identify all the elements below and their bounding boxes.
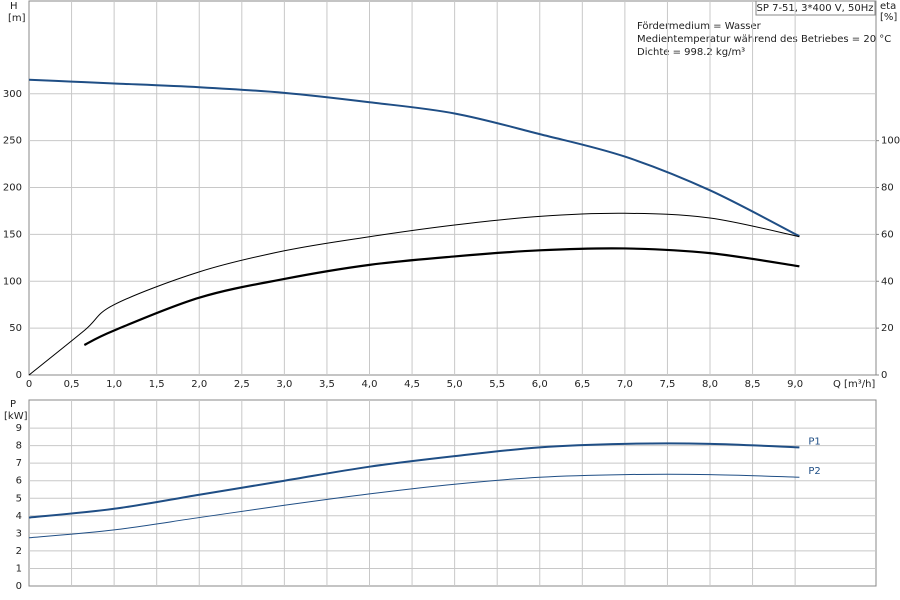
y2-tick-label: 100: [881, 136, 900, 147]
y2-tick-label: 60: [881, 229, 894, 240]
x-tick-label: 4,0: [362, 379, 378, 390]
y-tick-label: 0: [16, 581, 22, 592]
series-label: P1: [808, 436, 820, 447]
x-tick-label: 7,5: [659, 379, 675, 390]
y-tick-label: 1: [16, 563, 22, 574]
series-line: [28, 442, 800, 519]
y-tick-label: 7: [16, 458, 22, 469]
y-tick-label: 4: [16, 511, 22, 522]
x-tick-label: 6,5: [574, 379, 590, 390]
y-tick-label: 2: [16, 546, 22, 557]
x-tick-label: 5,5: [489, 379, 505, 390]
y-tick-label: 8: [16, 441, 22, 452]
series-line: [83, 247, 800, 346]
y2-tick-label: 80: [881, 183, 894, 194]
y-tick-label: 5: [16, 493, 22, 504]
y-tick-label: 9: [16, 423, 22, 434]
y-axis-unit: [m]: [8, 13, 26, 24]
y-tick-label: 0: [16, 370, 22, 381]
note: Medientemperatur während des Betriebes =…: [637, 34, 891, 45]
y-tick-label: 3: [16, 528, 22, 539]
x-tick-label: 7,0: [617, 379, 633, 390]
y-tick-label: 6: [16, 476, 22, 487]
y-tick-label: 200: [3, 183, 22, 194]
x-tick-label: 3,5: [319, 379, 335, 390]
note: Dichte = 998.2 kg/m³: [637, 47, 745, 58]
y-tick-label: 250: [3, 136, 22, 147]
y2-axis-label: eta: [880, 1, 896, 12]
y-tick-label: 100: [3, 276, 22, 287]
x-tick-label: 6,0: [532, 379, 548, 390]
x-axis-label: Q [m³/h]: [833, 379, 875, 390]
x-tick-label: 1,0: [106, 379, 122, 390]
note: Fördermedium = Wasser: [637, 21, 762, 32]
y-axis-label: P: [10, 399, 16, 410]
series-line: [28, 212, 800, 376]
series-label: P2: [808, 466, 820, 477]
series-line: [28, 473, 800, 539]
y-axis-unit: [kW]: [4, 411, 28, 422]
x-tick-label: 9,0: [787, 379, 803, 390]
x-tick-label: 8,0: [702, 379, 718, 390]
x-tick-label: 2,0: [191, 379, 207, 390]
y2-tick-label: 20: [881, 323, 894, 334]
x-tick-label: 2,5: [234, 379, 250, 390]
y2-tick-label: 40: [881, 276, 894, 287]
x-tick-label: 1,5: [149, 379, 165, 390]
info-box: [755, 0, 876, 16]
y-tick-label: 150: [3, 229, 22, 240]
x-tick-label: 8,5: [745, 379, 761, 390]
y2-axis-unit: [%]: [880, 12, 897, 23]
x-tick-label: 3,0: [276, 379, 292, 390]
y-axis-label: H: [10, 1, 18, 12]
info-box-text: SP 7-51, 3*400 V, 50Hz: [757, 3, 874, 14]
y2-tick-label: 0: [881, 370, 887, 381]
plot-frame: [28, 399, 877, 587]
x-tick-label: 5,0: [447, 379, 463, 390]
series-line: [28, 78, 800, 238]
x-tick-label: 4,5: [404, 379, 420, 390]
x-tick-label: 0: [26, 379, 32, 390]
x-tick-label: 0,5: [64, 379, 80, 390]
y-tick-label: 300: [3, 89, 22, 100]
y-tick-label: 50: [9, 323, 22, 334]
